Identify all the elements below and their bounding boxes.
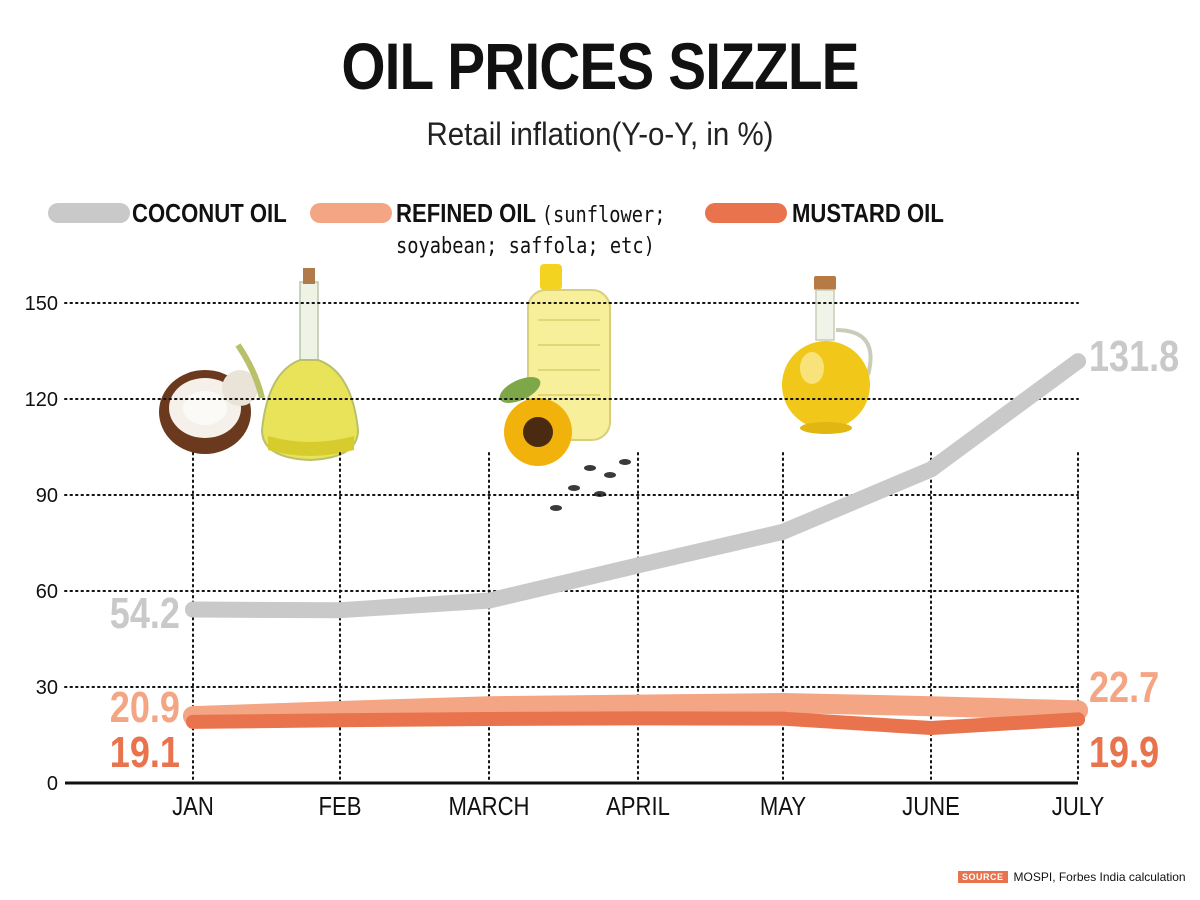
y-tick-label: 90 xyxy=(36,485,58,507)
data-point xyxy=(332,602,348,619)
data-point xyxy=(924,720,938,735)
chart-subtitle: Retail inflation(Y-o-Y, in %) xyxy=(426,116,774,152)
data-point xyxy=(481,592,497,609)
data-point xyxy=(775,523,791,540)
data-point xyxy=(185,601,201,618)
legend-label-mustard: MUSTARD OIL xyxy=(792,198,944,228)
y-tick-label: 0 xyxy=(47,773,58,795)
x-tick-label: MAY xyxy=(760,792,806,821)
mustard-end-label: 19.9 xyxy=(1089,728,1159,777)
y-tick-label: 60 xyxy=(36,581,58,603)
y-tick-label: 150 xyxy=(25,293,58,315)
legend-label-coconut: COCONUT OIL xyxy=(132,198,287,228)
data-point xyxy=(921,696,941,717)
legend-note-refined: (sunflower; xyxy=(541,203,666,228)
chart-title: OIL PRICES SIZZLE xyxy=(341,29,859,103)
sunflower-oil-illustration xyxy=(499,264,631,511)
y-axis: 0 30 60 90 120 150 xyxy=(25,293,58,795)
mustard-start-label: 19.1 xyxy=(110,728,180,777)
x-tick-label: JULY xyxy=(1052,792,1104,821)
data-point xyxy=(333,713,347,728)
source-text: MOSPI, Forbes India calculation xyxy=(1013,870,1186,884)
coconut-oil-illustration xyxy=(159,268,360,462)
x-tick-label: JUNE xyxy=(902,792,960,821)
data-point xyxy=(1070,353,1086,370)
y-tick-label: 120 xyxy=(25,389,58,411)
y-tick-label: 30 xyxy=(36,677,58,699)
source-note: SOURCE MOSPI, Forbes India calculation xyxy=(958,870,1186,884)
mustard-oil-illustration xyxy=(782,276,873,434)
x-tick-label: MARCH xyxy=(449,792,530,821)
data-point xyxy=(482,712,496,726)
grid xyxy=(64,302,1079,785)
legend-note-refined-line2: soyabean; saffola; etc) xyxy=(396,234,655,259)
x-tick-label: JAN xyxy=(172,792,214,821)
legend-swatch-refined xyxy=(310,203,392,223)
data-point xyxy=(923,461,939,478)
data-point xyxy=(479,696,499,717)
legend-swatch-mustard xyxy=(705,203,787,223)
coconut-end-label: 131.8 xyxy=(1089,332,1179,381)
data-point xyxy=(773,693,793,713)
data-point xyxy=(631,711,645,726)
data-point xyxy=(1071,712,1085,727)
x-tick-label: FEB xyxy=(319,792,362,821)
source-tag: SOURCE xyxy=(958,871,1008,883)
coconut-start-label: 54.2 xyxy=(110,589,180,638)
x-axis: JAN FEB MARCH APRIL MAY JUNE JULY xyxy=(172,792,1104,821)
x-tick-label: APRIL xyxy=(606,792,670,821)
data-point xyxy=(628,694,648,715)
data-point xyxy=(186,714,200,729)
data-point xyxy=(776,711,790,726)
data-point xyxy=(630,557,646,574)
legend-label-refined: REFINED OIL xyxy=(396,198,536,228)
series-lines xyxy=(183,353,1088,735)
refined-end-label: 22.7 xyxy=(1089,663,1159,712)
refined-start-label: 20.9 xyxy=(110,683,180,732)
legend-swatch-coconut xyxy=(48,203,130,223)
